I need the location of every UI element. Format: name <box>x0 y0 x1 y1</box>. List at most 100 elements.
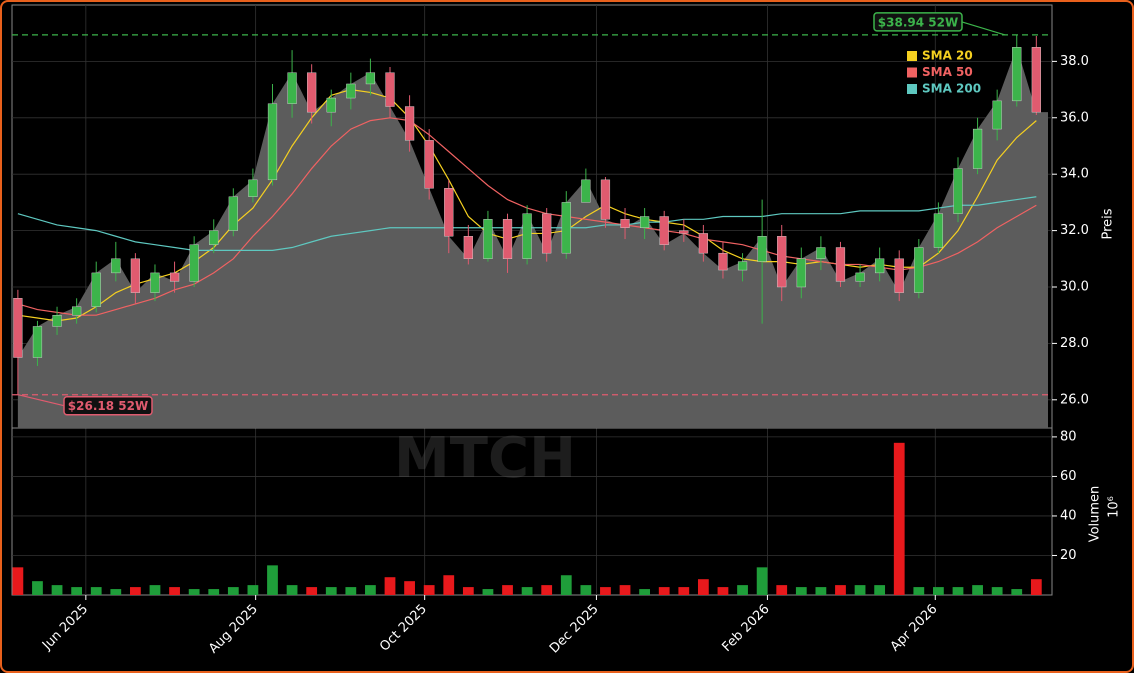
volume-bar <box>541 585 553 595</box>
y-tick-label: 26.0 <box>1060 392 1089 407</box>
legend-label: SMA 20 <box>922 49 973 63</box>
volume-bar <box>893 442 905 595</box>
x-tick-label: Dec 2025 <box>547 602 602 657</box>
candle-body <box>424 140 434 189</box>
candle-body <box>718 252 728 271</box>
volume-bar <box>32 581 43 595</box>
y-tick-label: 40 <box>1060 508 1077 523</box>
candle-body <box>346 83 356 99</box>
volume-bar <box>188 589 200 595</box>
candle-body <box>875 258 885 274</box>
candle-body <box>640 216 650 228</box>
candle-body <box>561 202 571 254</box>
volume-bar <box>972 585 983 595</box>
y-tick-label: 60 <box>1060 469 1077 484</box>
candle-body <box>953 168 963 214</box>
volume-bar <box>404 581 415 595</box>
volume-bar <box>854 585 866 595</box>
candle-body <box>404 106 415 141</box>
x-tick-label: Aug 2025 <box>206 602 261 657</box>
candle-body <box>169 272 180 282</box>
volume-bar <box>991 587 1003 595</box>
candle-body <box>620 219 630 228</box>
volume-bar <box>423 585 435 595</box>
volume-bar <box>600 587 611 595</box>
annotation-label: $38.94 52W <box>878 15 958 29</box>
annotation-label: $26.18 52W <box>68 399 148 413</box>
volume-bar <box>756 567 768 595</box>
candle-body <box>32 326 43 358</box>
x-tick-label: Oct 2025 <box>377 602 430 655</box>
volume-bar <box>502 585 513 595</box>
volume-bar <box>717 587 729 595</box>
y-tick-label: 32.0 <box>1060 223 1089 238</box>
candle-body <box>933 213 944 248</box>
candle-body <box>659 216 669 245</box>
volume-bar <box>169 587 180 595</box>
x-tick-label: Apr 2026 <box>888 602 941 655</box>
candle-body <box>463 236 473 260</box>
candle-body <box>483 219 493 260</box>
candle-body <box>816 247 826 260</box>
candle-body <box>365 72 376 85</box>
candle-body <box>777 236 787 288</box>
candle-body <box>894 258 904 293</box>
candle-body <box>267 103 278 181</box>
y-axis-label: Volumen <box>1088 486 1103 543</box>
y-tick-label: 38.0 <box>1060 54 1089 69</box>
volume-bar <box>913 587 925 595</box>
candle-body <box>522 213 532 259</box>
volume-bar <box>482 589 494 595</box>
volume-bar <box>697 579 709 595</box>
volume-bar <box>658 587 670 595</box>
volume-bar <box>345 587 357 595</box>
volume-bar <box>737 585 748 595</box>
volume-bar <box>149 585 161 595</box>
legend-swatch <box>907 67 917 78</box>
volume-bar <box>619 585 631 595</box>
candle-body <box>209 230 219 245</box>
legend-swatch <box>907 84 917 94</box>
volume-bar <box>835 585 846 595</box>
volume-bar <box>815 587 827 595</box>
volume-bar <box>90 587 102 595</box>
y-tick-label: 36.0 <box>1060 110 1089 125</box>
legend-swatch <box>907 51 917 61</box>
volume-bar <box>306 587 318 595</box>
candle-body <box>992 100 1002 130</box>
volume-bar <box>1030 579 1042 595</box>
legend-label: SMA 200 <box>922 82 981 96</box>
candle-body <box>111 258 121 274</box>
legend-label: SMA 50 <box>922 65 973 79</box>
candle-body <box>150 272 160 293</box>
candle-body <box>542 213 552 254</box>
volume-bar <box>365 585 376 595</box>
y-axis-unit: 10⁶ <box>1107 496 1122 518</box>
candle-body <box>326 97 336 113</box>
candle-body <box>385 72 395 107</box>
candle-body <box>1012 47 1022 102</box>
y-tick-label: 30.0 <box>1060 280 1089 295</box>
volume-bar <box>51 585 63 595</box>
ticker-watermark: MTCH <box>394 426 576 491</box>
candle-body <box>228 196 238 231</box>
candle-body <box>13 298 23 358</box>
candle-body <box>972 128 983 169</box>
volume-bar <box>247 585 259 595</box>
candle-body <box>307 72 317 113</box>
y-axis-label: Preis <box>1101 208 1116 239</box>
candle-body <box>796 258 806 288</box>
y-tick-label: 34.0 <box>1060 167 1089 182</box>
candle-body <box>600 179 611 220</box>
candle-body <box>189 244 199 282</box>
candle-body <box>855 272 865 282</box>
volume-bar <box>443 575 455 595</box>
volume-bar <box>227 587 239 595</box>
volume-bar <box>110 589 122 595</box>
volume-bar <box>952 587 964 595</box>
volume-bar <box>560 575 572 595</box>
candle-body <box>914 247 924 293</box>
candle-body <box>581 179 591 203</box>
